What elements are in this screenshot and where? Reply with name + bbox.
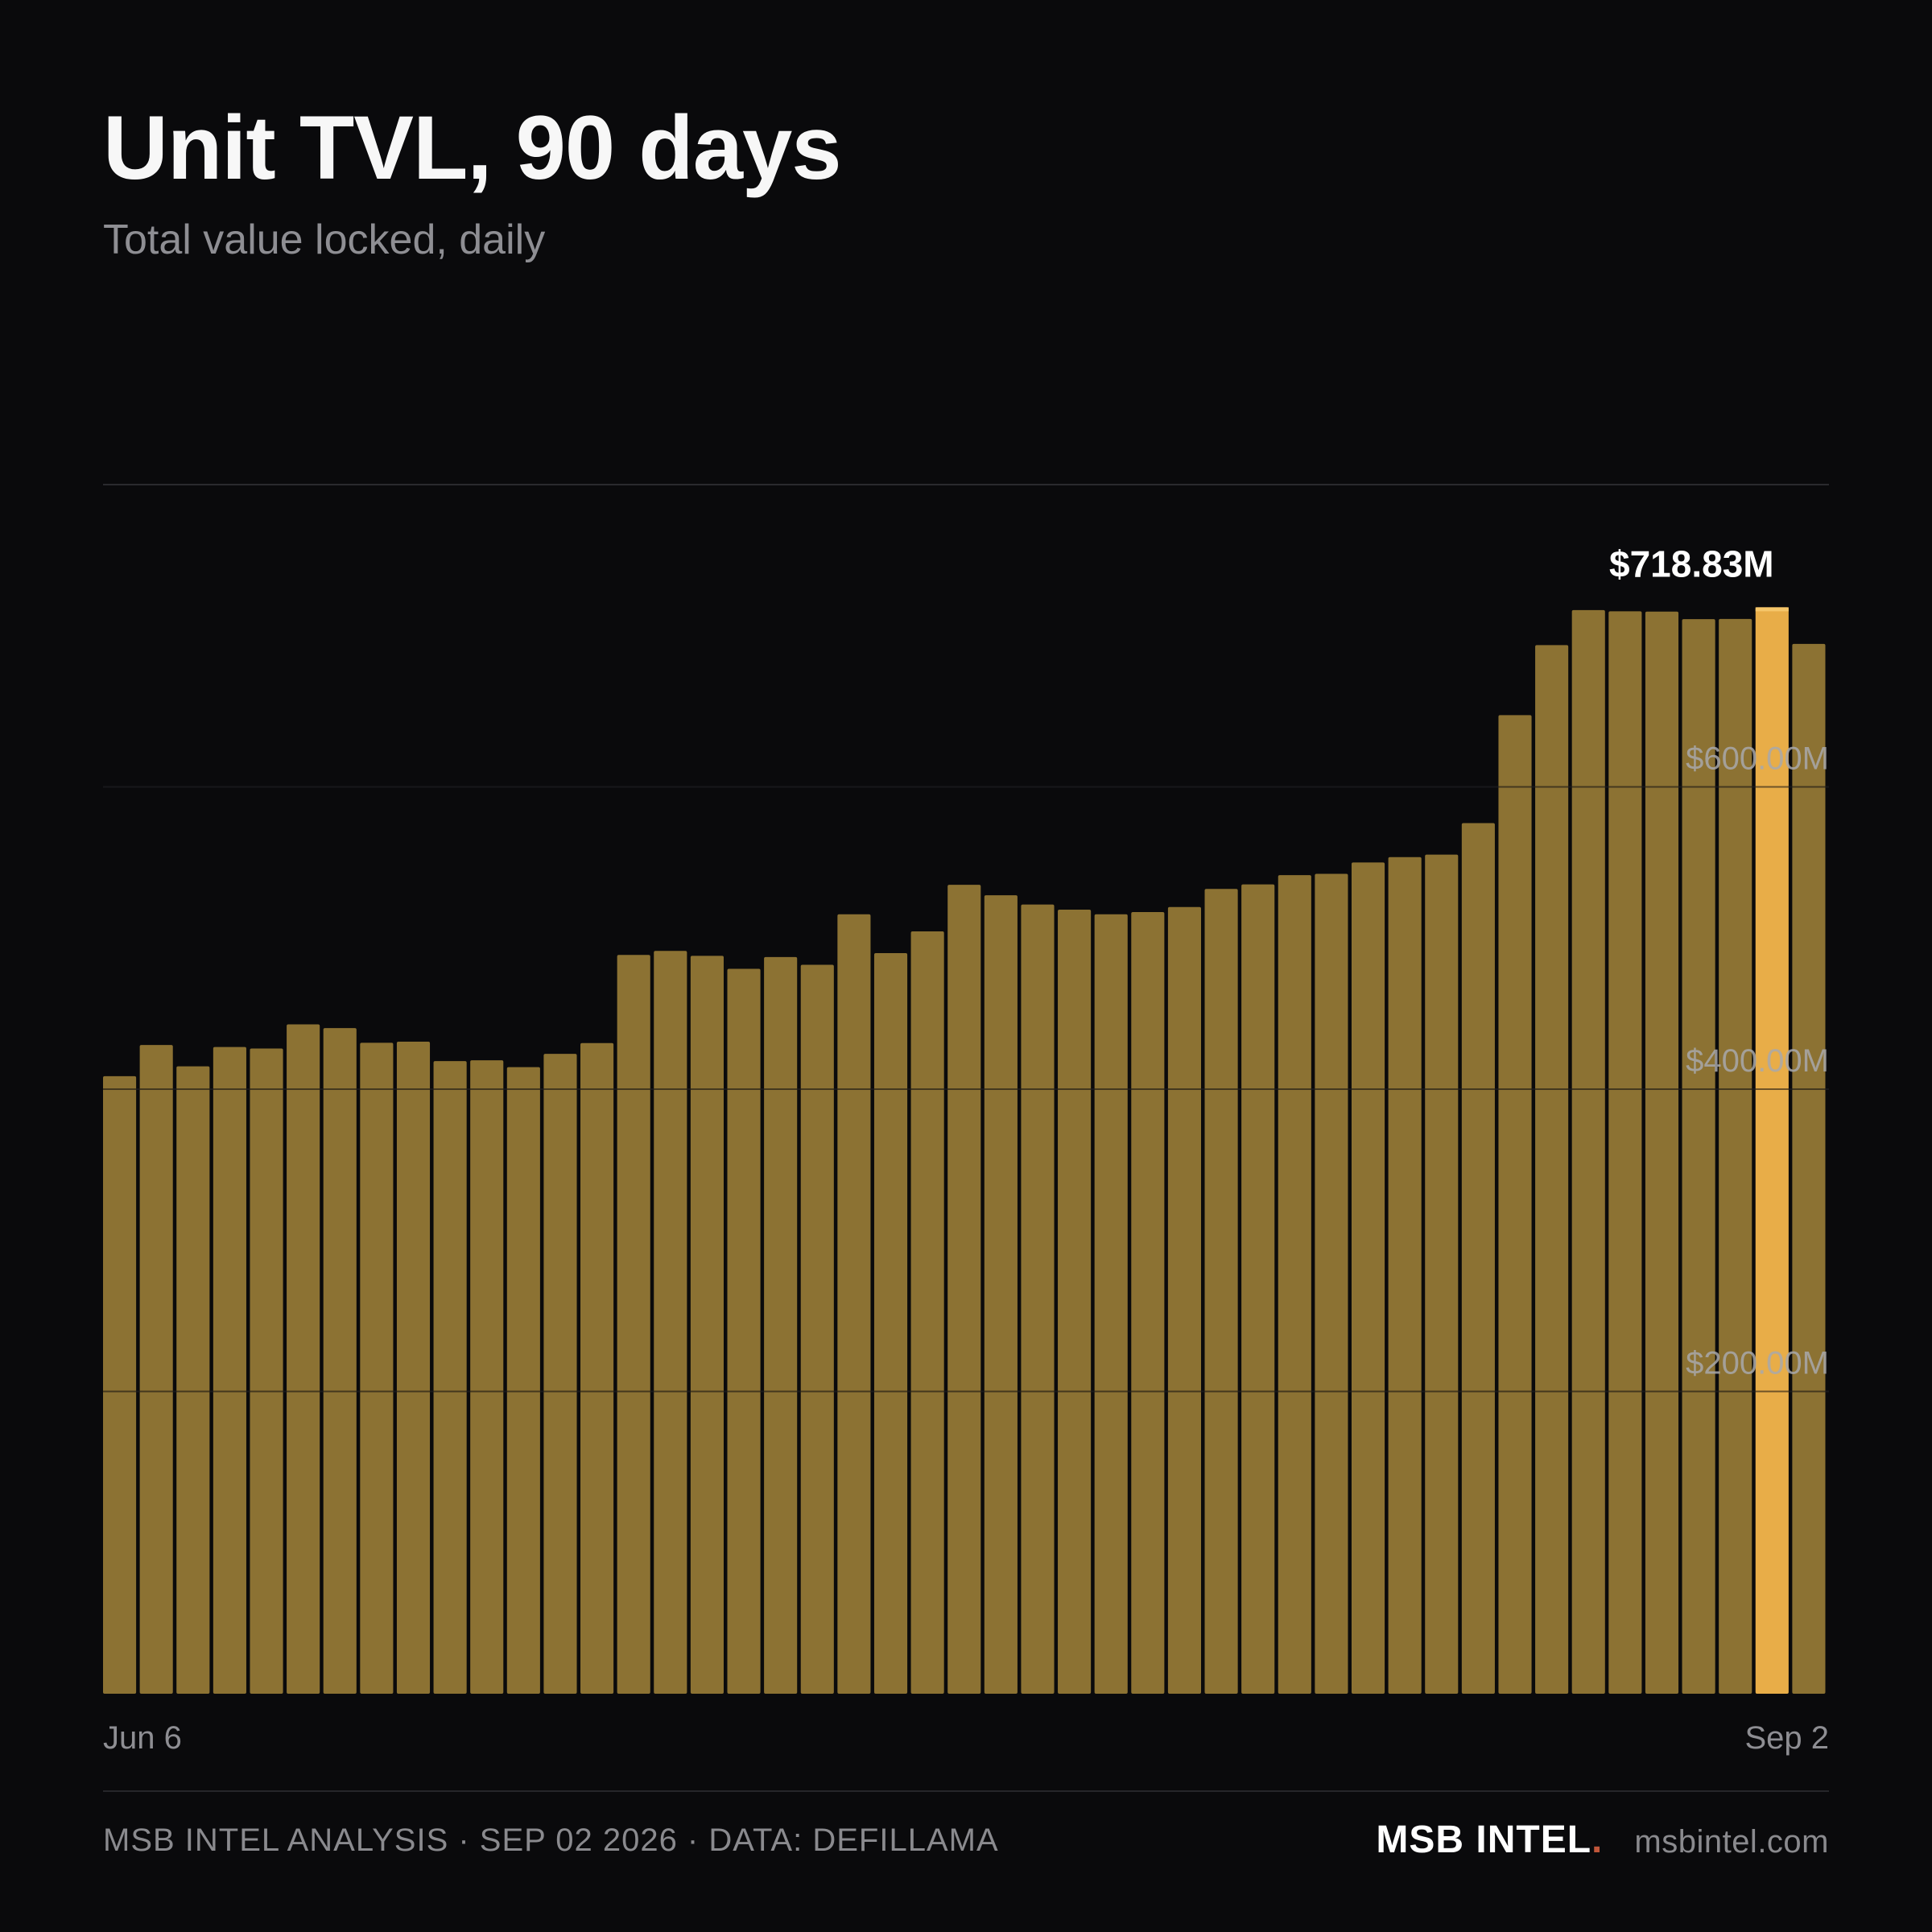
bar: [1278, 875, 1311, 1694]
bar: [580, 1042, 614, 1694]
bar: [1131, 911, 1165, 1694]
bar: [1021, 904, 1055, 1694]
bar: [1388, 857, 1422, 1694]
bar: [873, 953, 908, 1694]
bar: [1204, 889, 1238, 1694]
bar: [543, 1054, 577, 1694]
bar: [1315, 873, 1348, 1694]
bar: [506, 1067, 540, 1694]
bar: [1425, 854, 1459, 1694]
y-tick-label: $400.00M: [1686, 1043, 1829, 1079]
bar: [396, 1042, 431, 1694]
bar: [287, 1024, 320, 1694]
bar: [470, 1060, 504, 1694]
bar: [764, 956, 798, 1694]
bar: [1058, 909, 1092, 1694]
bar: [1351, 862, 1385, 1694]
brand-logo: MSB INTEL: [1376, 1818, 1592, 1861]
bar: [910, 931, 944, 1694]
bar: [617, 955, 650, 1694]
bar: [250, 1048, 283, 1694]
chart-subtitle: Total value locked, daily: [103, 217, 546, 263]
bar: [690, 956, 724, 1694]
bar: [1682, 619, 1715, 1695]
bar: [1792, 643, 1826, 1695]
bar: [837, 914, 871, 1694]
chart-title: Unit TVL, 90 days: [103, 97, 842, 198]
bar: [1094, 914, 1128, 1694]
bar: [984, 895, 1018, 1694]
bar: [1571, 609, 1605, 1694]
y-tick-label: $200.00M: [1686, 1346, 1829, 1381]
bar: [947, 885, 981, 1694]
bar: [176, 1066, 210, 1694]
footer-divider: [103, 1790, 1829, 1792]
bar: [1645, 611, 1679, 1695]
bar: [1719, 618, 1752, 1695]
bar: [213, 1046, 246, 1694]
bar-layer: [103, 607, 1826, 1695]
brand-logo-dot: .: [1591, 1818, 1603, 1861]
y-tick-label: $600.00M: [1686, 741, 1829, 777]
bar: [1167, 906, 1202, 1694]
bar: [323, 1028, 357, 1694]
bar: [800, 964, 834, 1694]
footer-credit: MSB INTEL ANALYSIS · SEP 02 2026 · DATA:…: [103, 1823, 999, 1858]
bar: [139, 1045, 173, 1694]
bar-highlight-cap: [1755, 607, 1789, 612]
bar: [103, 1075, 137, 1694]
bar: [1241, 884, 1275, 1694]
label-layer: $200.00M $400.00M $600.00M $718.83M Jun 6 Sep…: [103, 543, 1829, 1756]
x-start-label: Jun 6: [103, 1720, 182, 1756]
x-end-label: Sep 2: [1744, 1720, 1829, 1756]
highlight-value-label: $718.83M: [1609, 543, 1774, 584]
bar: [727, 968, 761, 1694]
footer-brand-block: MSB INTEL. msbintel.com: [1376, 1818, 1829, 1862]
bar: [360, 1042, 394, 1694]
bar: [1498, 715, 1532, 1694]
site-link[interactable]: msbintel.com: [1634, 1824, 1829, 1860]
bar: [654, 951, 687, 1694]
bar: [1461, 823, 1495, 1694]
bar-highlight: [1755, 607, 1789, 1694]
bar: [1608, 611, 1642, 1694]
bar: [433, 1061, 467, 1694]
bar: [1535, 645, 1569, 1694]
